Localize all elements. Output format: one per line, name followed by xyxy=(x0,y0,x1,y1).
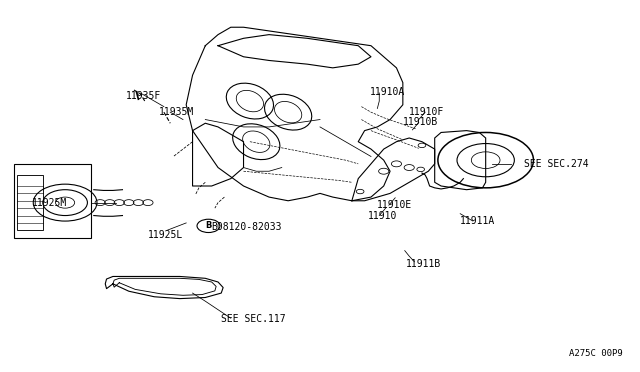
Text: A275C 00P9: A275C 00P9 xyxy=(569,349,623,358)
Text: 11911A: 11911A xyxy=(460,216,495,226)
Text: 11925M: 11925M xyxy=(32,198,67,208)
Text: 11925L: 11925L xyxy=(148,230,183,240)
Bar xyxy=(14,164,91,238)
Text: 11910F: 11910F xyxy=(409,107,444,117)
Text: 11910: 11910 xyxy=(368,211,397,221)
Text: B08120-82033: B08120-82033 xyxy=(212,222,282,232)
Text: 11910A: 11910A xyxy=(370,87,405,97)
Text: 11911B: 11911B xyxy=(406,259,441,269)
Text: 11935M: 11935M xyxy=(159,107,194,117)
Text: 11935F: 11935F xyxy=(125,90,161,100)
Text: 11910E: 11910E xyxy=(378,200,413,210)
Bar xyxy=(17,175,43,230)
Text: B: B xyxy=(205,221,212,230)
Text: SEE SEC.117: SEE SEC.117 xyxy=(221,314,286,324)
Text: SEE SEC.274: SEE SEC.274 xyxy=(524,159,589,169)
Text: 11910B: 11910B xyxy=(403,118,438,128)
